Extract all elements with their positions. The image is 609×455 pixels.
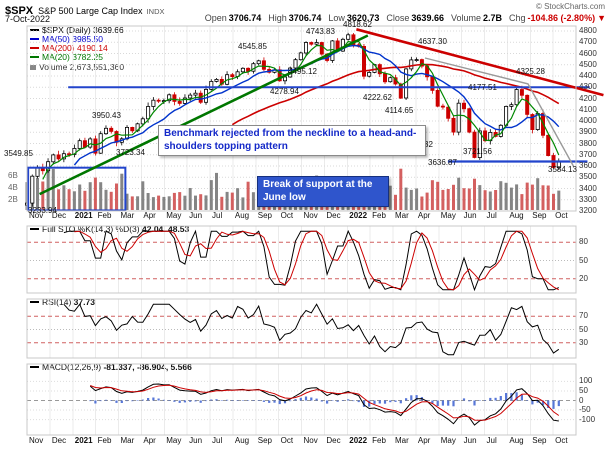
line-swatch-icon — [30, 38, 39, 40]
quote-label: High — [268, 13, 287, 23]
rsi-swatch-icon — [30, 301, 39, 303]
sto-panel-label: Full STO %K(14,3) %D(3) 42.04, 48.53 — [30, 225, 189, 234]
volume-swatch-icon — [30, 65, 36, 70]
ohlc-quote-row: Open 3706.74 High 3706.74 Low 3620.73 Close 363… — [198, 13, 606, 23]
chart-header: $SPX S&P 500 Large Cap Index INDX — [5, 1, 164, 19]
quote-value: 2.7B — [483, 13, 503, 23]
quote-label: Close — [386, 13, 410, 23]
rsi-panel-label: RSI(14) 37.73 — [30, 298, 95, 307]
index-name: S&P 500 Large Cap Index — [38, 6, 143, 16]
exchange-tag: INDX — [146, 7, 165, 16]
macd-swatch-icon — [30, 366, 39, 368]
quote-label: Low — [328, 13, 345, 23]
quote-label: Chg — [509, 13, 526, 23]
line-swatch-icon — [30, 47, 39, 49]
legend-row: $SPX (Daily) 3639.66 — [30, 26, 124, 35]
sto-values: 42.04, 48.53 — [142, 224, 190, 234]
sto-swatch-icon — [30, 228, 39, 230]
change-down-arrow-icon: ▼ — [597, 13, 606, 23]
legend-row: MA(200) 4190.14 — [30, 44, 108, 53]
macd-panel-label: MACD(12,26,9) -81.337, -86.904, 5.566 — [30, 363, 192, 372]
legend-text: Volume 2,673,551,360 — [39, 62, 125, 72]
annotation-june-low-break: Break of support at the June low — [257, 176, 389, 207]
copyright: © StockCharts.com — [535, 2, 605, 11]
quote-value: 3620.73 — [346, 13, 380, 23]
macd-values: -81.337, -86.904, 5.566 — [103, 362, 192, 372]
legend-text: $SPX (Daily) 3639.66 — [42, 25, 124, 35]
symbol: $SPX — [5, 5, 34, 17]
quote-value: 3639.66 — [411, 13, 444, 23]
quote-value: 3706.74 — [288, 13, 322, 23]
quote-value: 3706.74 — [228, 13, 262, 23]
rsi-values: 37.73 — [73, 297, 95, 307]
line-swatch-icon — [30, 56, 39, 58]
chart-date: 7-Oct-2022 — [5, 14, 51, 24]
rsi-label-text: RSI(14) — [42, 297, 72, 307]
annotation-neckline-rejection: Benchmark rejected from the neckline to … — [158, 125, 426, 156]
macd-label-text: MACD(12,26,9) — [42, 362, 102, 372]
quote-label: Open — [204, 13, 227, 23]
quote-value: -104.86 (-2.80%) — [527, 13, 596, 23]
quote-label: Volume — [450, 13, 481, 23]
sto-label-text: Full STO %K(14,3) %D(3) — [42, 224, 140, 234]
line-swatch-icon — [30, 29, 39, 31]
legend-row: Volume 2,673,551,360 — [30, 63, 124, 72]
legend-text: MA(200) 4190.14 — [42, 43, 108, 53]
